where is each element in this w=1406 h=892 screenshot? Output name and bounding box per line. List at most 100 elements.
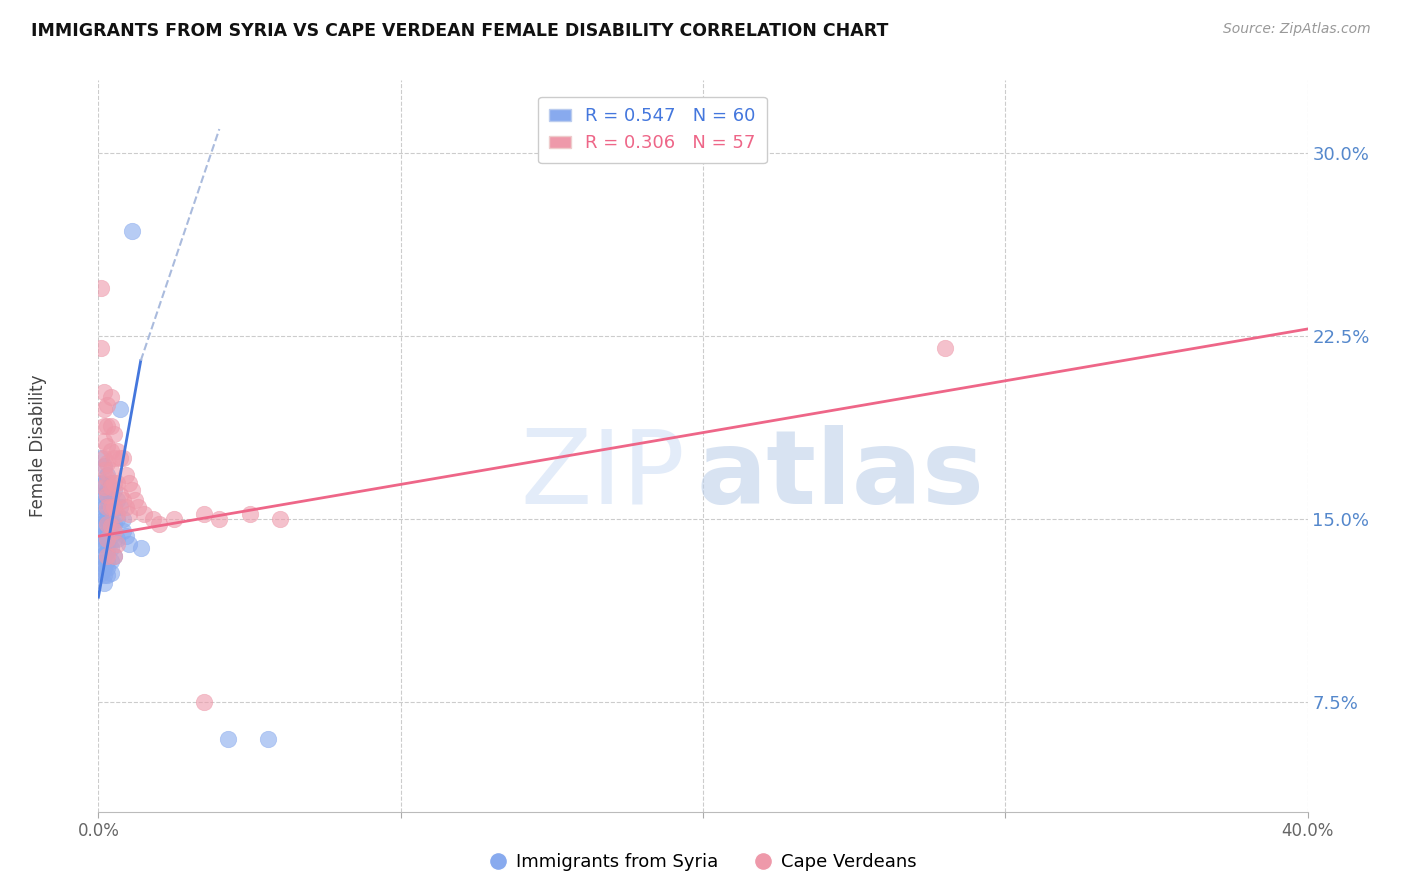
Text: atlas: atlas (697, 425, 984, 525)
Point (96, 505, 118, 519)
Text: Source: ZipAtlas.com: Source: ZipAtlas.com (1223, 22, 1371, 37)
Point (111, 512, 134, 526)
Point (100, 463, 122, 477)
Point (96, 500, 118, 514)
Point (96, 471, 118, 485)
Point (934, 342, 956, 356)
Point (114, 500, 136, 514)
Point (108, 402, 131, 417)
Point (118, 536, 141, 550)
Point (256, 731, 278, 746)
Point (93, 419, 115, 434)
Point (93, 500, 115, 514)
Point (124, 492, 146, 507)
Point (142, 512, 165, 526)
Text: Female Disability: Female Disability (30, 375, 46, 517)
Point (100, 541, 122, 556)
Point (217, 731, 239, 746)
Point (103, 516, 125, 531)
Point (114, 468, 136, 483)
Legend: Immigrants from Syria, Cape Verdeans: Immigrants from Syria, Cape Verdeans (482, 847, 924, 879)
Point (193, 508, 215, 522)
Point (105, 532, 128, 546)
Point (90, 516, 112, 531)
Point (96, 532, 118, 546)
Point (100, 566, 122, 580)
Point (103, 500, 125, 514)
Point (105, 508, 128, 522)
Point (90, 566, 112, 580)
Point (100, 529, 122, 543)
Point (103, 500, 125, 514)
Point (100, 480, 122, 494)
Point (93, 575, 115, 590)
Point (105, 536, 128, 550)
Point (93, 451, 115, 466)
Point (93, 519, 115, 533)
Point (96, 519, 118, 533)
Point (118, 475, 141, 490)
Point (121, 224, 143, 238)
Point (96, 492, 118, 507)
Point (96, 536, 118, 550)
Point (90, 536, 112, 550)
Point (100, 443, 122, 458)
Point (93, 536, 115, 550)
Point (90, 508, 112, 522)
Point (108, 451, 131, 466)
Point (100, 505, 122, 519)
Point (111, 451, 134, 466)
Point (148, 516, 170, 531)
Point (105, 512, 128, 526)
Point (100, 500, 122, 514)
Point (114, 529, 136, 543)
Point (90, 451, 112, 466)
Point (105, 475, 128, 490)
Point (96, 516, 118, 531)
Point (93, 512, 115, 526)
Point (193, 695, 215, 709)
Point (90, 475, 112, 490)
Point (100, 516, 122, 531)
Point (93, 463, 115, 477)
Point (96, 439, 118, 453)
Point (100, 492, 122, 507)
Point (93, 480, 115, 494)
Point (93, 475, 115, 490)
Point (93, 568, 115, 582)
Point (100, 553, 122, 567)
Point (90, 342, 112, 356)
Point (105, 443, 128, 458)
Text: IMMIGRANTS FROM SYRIA VS CAPE VERDEAN FEMALE DISABILITY CORRELATION CHART: IMMIGRANTS FROM SYRIA VS CAPE VERDEAN FE… (31, 22, 889, 40)
Point (111, 492, 134, 507)
Point (118, 508, 141, 522)
Point (96, 549, 118, 563)
Point (103, 483, 125, 497)
Point (90, 529, 112, 543)
Point (129, 541, 152, 556)
Point (96, 529, 118, 543)
Point (96, 483, 118, 497)
Text: ZIP: ZIP (520, 425, 685, 525)
Point (93, 549, 115, 563)
Point (100, 419, 122, 434)
Point (93, 529, 115, 543)
Point (93, 402, 115, 417)
Point (105, 492, 128, 507)
Point (111, 524, 134, 539)
Point (163, 512, 186, 526)
Point (96, 568, 118, 582)
Point (93, 385, 115, 400)
Point (96, 419, 118, 434)
Point (96, 468, 118, 483)
Point (96, 456, 118, 470)
Point (103, 451, 125, 466)
Point (90, 549, 112, 563)
Point (108, 488, 131, 502)
Point (96, 544, 118, 558)
Point (103, 549, 125, 563)
Point (90, 556, 112, 570)
Point (103, 475, 125, 490)
Point (103, 532, 125, 546)
Point (103, 549, 125, 563)
